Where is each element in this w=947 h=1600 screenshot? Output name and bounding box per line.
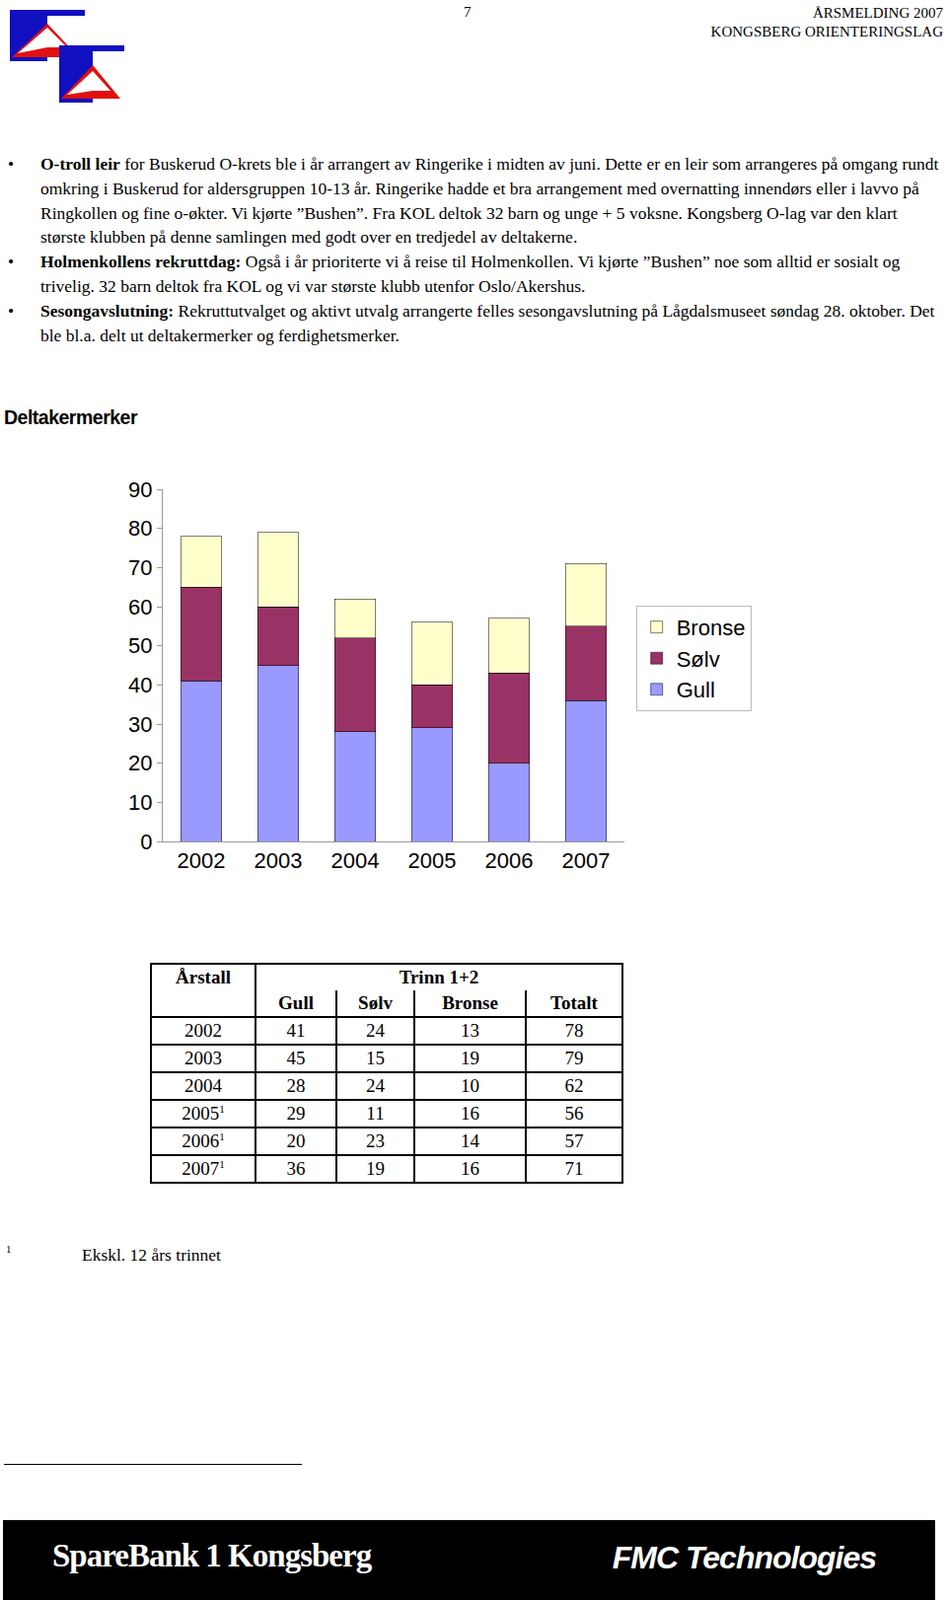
svg-text:30: 30 — [128, 712, 152, 737]
html-text:1: 1 — [219, 1157, 225, 1170]
html-text:62: 62 — [564, 1075, 584, 1096]
html-text:24: 24 — [365, 1075, 385, 1096]
svg-text:Gull: Gull — [676, 677, 716, 703]
html-text:78: 78 — [564, 1019, 584, 1041]
html-text:Sesongavslutning: Rekruttutval: Sesongavslutning: Rekruttutvalget og akt… — [40, 300, 935, 345]
html-text:23: 23 — [365, 1130, 385, 1152]
html-text:19: 19 — [365, 1158, 385, 1179]
html-text:79: 79 — [564, 1047, 584, 1069]
html-text:11: 11 — [366, 1102, 385, 1124]
html-text:Sølv: Sølv — [358, 992, 393, 1014]
html-text:1: 1 — [219, 1130, 225, 1143]
html-text:2004: 2004 — [184, 1075, 222, 1096]
html-text:45: 45 — [286, 1047, 306, 1069]
html-text:Trinn 1+2: Trinn 1+2 — [399, 966, 479, 988]
svg-text:60: 60 — [128, 594, 152, 620]
html-text:Totalt: Totalt — [550, 992, 598, 1014]
html-text:29: 29 — [286, 1102, 306, 1124]
html-text:KONGSBERG ORIENTERINGSLAG: KONGSBERG ORIENTERINGSLAG — [710, 23, 944, 40]
svg-text:80: 80 — [128, 515, 152, 541]
html-text:2002: 2002 — [184, 1019, 222, 1041]
svg-text:Bronse: Bronse — [676, 615, 746, 641]
html-text:Ekskl. 12 års trinnet: Ekskl. 12 års trinnet — [81, 1244, 221, 1265]
html-text:19: 19 — [460, 1047, 480, 1069]
svg-text:20: 20 — [128, 750, 152, 776]
html-text:2007: 2007 — [181, 1158, 220, 1180]
svg-text:10: 10 — [128, 790, 152, 815]
svg-text:90: 90 — [128, 477, 152, 503]
html-text:13: 13 — [460, 1019, 480, 1041]
html-text:16: 16 — [460, 1158, 480, 1179]
html-text:O-troll leir for Buskerud O-kr: O-troll leir for Buskerud O-krets ble i … — [40, 153, 939, 248]
svg-text:2005: 2005 — [408, 848, 457, 874]
html-text:1: 1 — [219, 1102, 225, 1115]
html-text:10: 10 — [460, 1075, 480, 1096]
html-text:Årstall: Årstall — [175, 966, 231, 988]
html-text:57: 57 — [564, 1130, 584, 1152]
html-text:7: 7 — [463, 3, 472, 20]
html-text:36: 36 — [286, 1158, 306, 1179]
html-text:20: 20 — [286, 1130, 306, 1152]
html-text:Gull: Gull — [278, 992, 314, 1014]
svg-text:50: 50 — [128, 633, 152, 658]
svg-text:Sølv: Sølv — [676, 647, 721, 672]
html-text:28: 28 — [286, 1075, 306, 1096]
svg-text:40: 40 — [128, 672, 152, 698]
html-text:1: 1 — [5, 1242, 12, 1255]
html-text:14: 14 — [460, 1130, 480, 1152]
html-text:41: 41 — [286, 1019, 306, 1041]
svg-text:2007: 2007 — [562, 848, 611, 874]
html-text:24: 24 — [365, 1019, 385, 1041]
html-text:15: 15 — [365, 1047, 385, 1069]
html-text:FMC Technologies: FMC Technologies — [612, 1539, 876, 1576]
svg-text:2004: 2004 — [331, 848, 380, 874]
html-text:16: 16 — [460, 1102, 480, 1124]
html-text:2006: 2006 — [181, 1130, 220, 1152]
html-text:2003: 2003 — [184, 1047, 222, 1069]
svg-text:70: 70 — [128, 555, 152, 581]
svg-text:2002: 2002 — [177, 848, 226, 874]
html-text:Bronse: Bronse — [442, 992, 498, 1014]
svg-text:2003: 2003 — [254, 848, 303, 874]
svg-text:2006: 2006 — [485, 848, 534, 874]
svg-text:0: 0 — [140, 829, 152, 855]
html-text:2005: 2005 — [181, 1103, 220, 1124]
html-text:SpareBank 1 Kongsberg: SpareBank 1 Kongsberg — [52, 1537, 372, 1574]
html-text:56: 56 — [564, 1102, 584, 1124]
html-text:71: 71 — [564, 1158, 584, 1179]
html-text:Holmenkollens rekruttdag: Også: Holmenkollens rekruttdag: Også i år prio… — [40, 251, 900, 296]
html-text:ÅRSMELDING 2007: ÅRSMELDING 2007 — [812, 4, 944, 21]
html-text:Deltakermerker: Deltakermerker — [3, 406, 138, 429]
